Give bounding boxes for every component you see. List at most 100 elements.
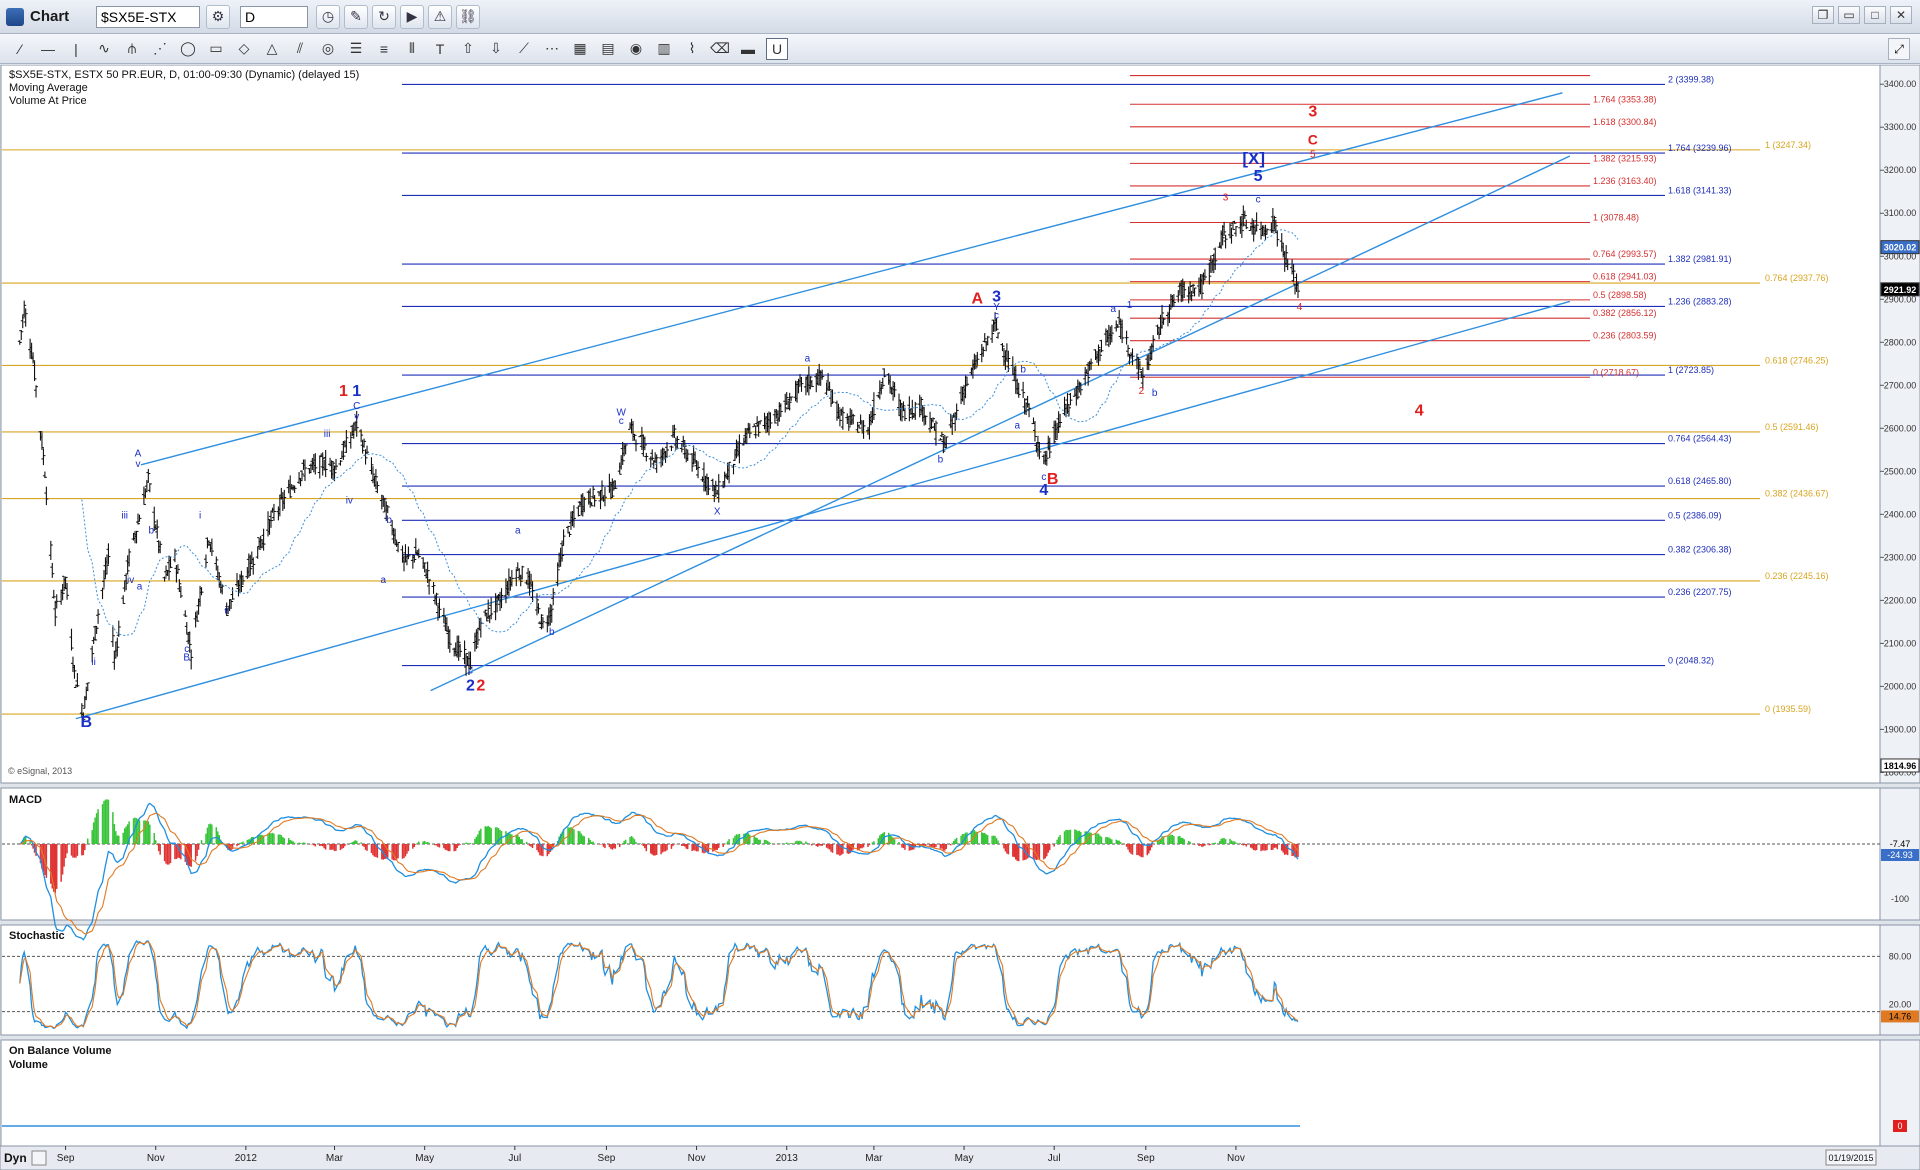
speed-lines-icon[interactable]: ⋯ [545, 40, 559, 56]
obv-subtitle: Volume [9, 1059, 48, 1071]
x-tick-label: Jul [1048, 1153, 1061, 1164]
x-tick-label: Jul [508, 1153, 521, 1164]
x-tick-label: 2013 [776, 1153, 799, 1164]
maximize-button[interactable]: □ [1864, 6, 1886, 24]
fib-blue-label: 2 (3399.38) [1668, 74, 1714, 84]
restore-button[interactable]: ❐ [1812, 6, 1834, 24]
wave-label: a [137, 582, 143, 593]
price-box-label: 2921.92 [1884, 285, 1917, 295]
close-button[interactable]: ✕ [1890, 6, 1912, 24]
y-tick-label: 3300.00 [1884, 122, 1917, 132]
regression-icon[interactable]: ⟋ [519, 40, 529, 56]
y-tick-label: 3200.00 [1884, 165, 1917, 175]
eye-tool-icon[interactable]: ◉ [629, 40, 643, 56]
zoom-fit-icon[interactable]: ⤢ [1888, 38, 1910, 60]
wave-label: iii [324, 429, 331, 440]
minimize-button[interactable]: ▭ [1838, 6, 1860, 24]
history-icon[interactable]: ◷ [316, 4, 340, 29]
wave-label: 3 [992, 288, 1001, 305]
symbol-input[interactable] [96, 5, 200, 28]
magnet-icon[interactable]: U [766, 37, 788, 60]
pitchfork-icon[interactable]: ⫛ [127, 40, 137, 56]
wave-label: 4 [1039, 482, 1048, 499]
comment-icon[interactable]: ▬ [741, 40, 755, 57]
vertical-line-icon[interactable]: | [74, 40, 78, 57]
wave-label: B [80, 714, 92, 731]
x-tick-label: Nov [1227, 1153, 1245, 1164]
text-tool-icon[interactable]: T [435, 40, 445, 57]
elliott-wave-icon[interactable]: ∿ [98, 40, 110, 56]
macd-signal-label: -24.93 [1887, 850, 1913, 860]
ellipse-tool-icon[interactable]: ◯ [180, 40, 196, 56]
fib-red-label: 1.382 (3215.93) [1593, 153, 1657, 163]
chart-canvas[interactable]: 3400.00 3300.00 3200.00 3100.00 3000.00 2900.… [0, 65, 1920, 1170]
wave-label: c [619, 416, 624, 427]
wave-tool-icon[interactable]: ⌇ [688, 40, 696, 56]
fib-gold-label: 0.236 (2245.16) [1765, 571, 1829, 581]
y-tick-label: 1900.00 [1884, 724, 1917, 734]
stochastic-series [2, 939, 1880, 1030]
macd-value-label: -7.47 [1890, 839, 1911, 849]
mob-tool-icon[interactable]: ▤ [601, 40, 615, 56]
trendline [75, 300, 1571, 720]
alert-icon[interactable]: ⚠ [428, 4, 452, 29]
wave-label: 3 [1223, 192, 1229, 203]
ray-tool-icon[interactable]: — [41, 40, 55, 57]
arrow-up-icon[interactable]: ⇧ [462, 40, 474, 56]
symbol-settings-icon[interactable]: ⚙ [206, 4, 230, 29]
arrow-down-icon[interactable]: ⇩ [490, 40, 502, 56]
fib-gold-label: 0.5 (2591.46) [1765, 422, 1819, 432]
wave-label: b [386, 515, 392, 526]
price-panel [0, 65, 1881, 784]
triangle-tool-icon[interactable]: △ [266, 40, 278, 56]
price-box [1880, 758, 1920, 773]
play-icon[interactable]: ▶ [400, 4, 424, 29]
wave-label: b [149, 526, 155, 537]
y-tick-label: 2700.00 [1884, 380, 1917, 390]
wave-label: C [353, 401, 360, 412]
fib-red-label: 1.618 (3300.84) [1593, 117, 1657, 127]
wave-label: c [1041, 472, 1046, 483]
fib-blue-label: 0.236 (2207.75) [1668, 587, 1732, 597]
fib-red-label: 0.618 (2941.03) [1593, 272, 1657, 282]
macd-title: MACD [9, 794, 42, 806]
y-tick-label: 2400.00 [1884, 509, 1917, 519]
macd-line [19, 802, 1299, 941]
chart-header-line: $SX5E-STX, ESTX 50 PR.EUR, D, 01:00-09:3… [9, 69, 359, 81]
stochastic-d-line [19, 940, 1299, 1029]
fib-retrace-icon[interactable]: ☰ [349, 40, 363, 56]
trendline [140, 92, 1563, 466]
line-tool-icon[interactable]: ⁄ [18, 40, 22, 57]
cycle-tool-icon[interactable]: ◎ [321, 40, 335, 56]
rectangle-tool-icon[interactable]: ▭ [209, 40, 223, 56]
gann-icon[interactable]: ⋰ [153, 40, 167, 56]
wave-label: b [1020, 364, 1026, 375]
fib-blue-label: 0.382 (2306.38) [1668, 545, 1732, 555]
fib-extension-icon[interactable]: ≡ [379, 40, 389, 57]
wave-label: a [1014, 420, 1020, 431]
eraser-icon[interactable]: ⌫ [710, 40, 730, 56]
price-box-label: 1814.96 [1884, 761, 1917, 771]
time-zones-icon[interactable]: ⦀ [408, 40, 416, 56]
grid-tool-icon[interactable]: ▦ [573, 40, 587, 56]
y-tick-label: 2200.00 [1884, 595, 1917, 605]
window-title: Chart [30, 8, 70, 25]
y-tick-label: 2300.00 [1884, 552, 1917, 562]
x-tick-label: Nov [147, 1153, 165, 1164]
fib-red-label: 1 (3078.48) [1593, 212, 1639, 222]
y-tick-label: 2600.00 [1884, 423, 1917, 433]
y-tick-label: 3000.00 [1884, 251, 1917, 261]
interval-input[interactable] [240, 5, 308, 28]
chart-header-line: Volume At Price [9, 95, 87, 107]
fib-blue-label: 0.5 (2386.09) [1668, 510, 1722, 520]
polygon-tool-icon[interactable]: ◇ [238, 40, 250, 56]
pti-tool-icon[interactable]: ▥ [657, 40, 671, 56]
draw-pencil-icon[interactable]: ✎ [344, 4, 368, 29]
channel-tool-icon[interactable]: ⫽ [296, 40, 304, 56]
link-icon[interactable]: ⛓ [456, 4, 480, 29]
x-tick-label: Mar [326, 1153, 344, 1164]
wave-label: b [549, 627, 555, 638]
x-tick-label: May [955, 1153, 974, 1164]
wave-label: B [1047, 471, 1059, 488]
refresh-icon[interactable]: ↻ [372, 4, 396, 29]
